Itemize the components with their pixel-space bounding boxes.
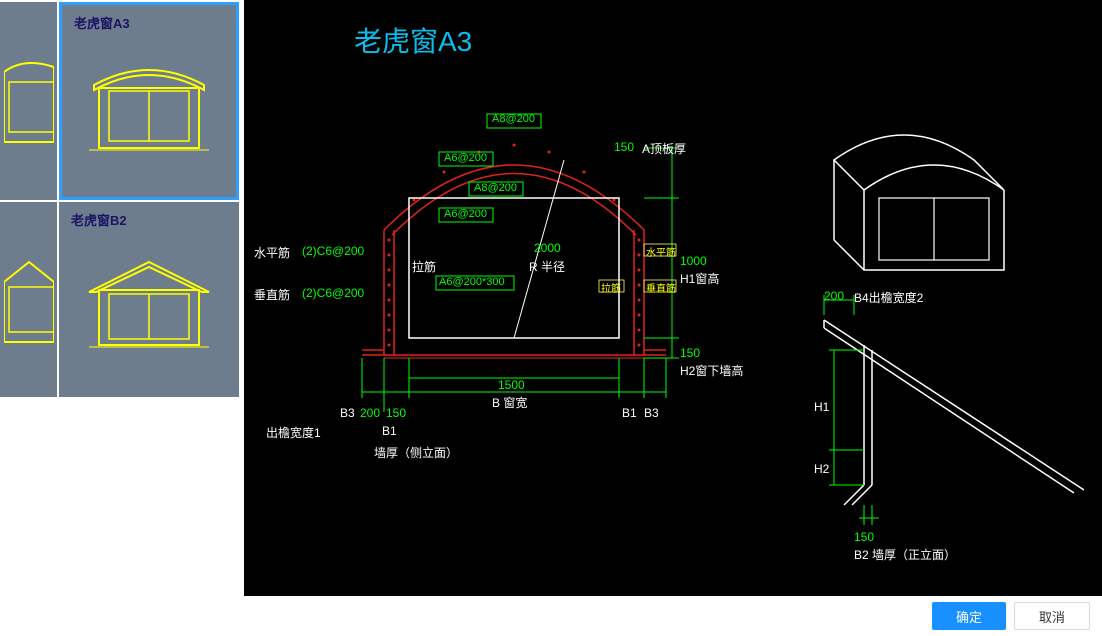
drawing-canvas: 老虎窗A3 (244, 0, 1102, 596)
cancel-button[interactable]: 取消 (1014, 602, 1090, 630)
eave2-val: 200 (824, 289, 844, 303)
thumb-preview-icon (4, 52, 54, 152)
win-w: 1500 (498, 378, 525, 392)
thumbnail-item-selected[interactable]: 老虎窗A3 (59, 2, 239, 200)
b1-r-label: B1 (622, 406, 637, 420)
horiz-rebar-val: (2)C6@200 (302, 244, 364, 258)
thumbnail-item[interactable] (0, 202, 57, 397)
wall-thick-label: 墙厚（侧立面） (374, 444, 458, 461)
b3-val: 200 (360, 406, 380, 420)
eave2-label: B4出檐宽度2 (854, 289, 923, 306)
drawing-svg (244, 0, 1102, 596)
win-w-label: B 窗宽 (492, 394, 527, 411)
rebar-a6-mid: A6@200 (444, 208, 487, 220)
pull-rebar: A6@200*300 (439, 276, 505, 288)
h1-label: H1 (814, 400, 829, 414)
rebar-a6-top: A6@200 (444, 152, 487, 164)
app-container: 老虎窗A3 老虎窗B2 (0, 0, 1102, 636)
horiz-rebar-label: 水平筋 (254, 244, 290, 261)
b2-label: B2 墙厚（正立面） (854, 546, 956, 563)
below-h: 150 (680, 346, 700, 360)
rebar-a8-top: A8@200 (492, 113, 535, 125)
ok-button[interactable]: 确定 (932, 602, 1006, 630)
top-thick-label: A顶板厚 (642, 140, 686, 157)
thumbnail-sidebar: 老虎窗A3 老虎窗B2 (0, 0, 244, 596)
b3-r-label: B3 (644, 406, 659, 420)
thumbnail-item[interactable]: 老虎窗B2 (59, 202, 239, 397)
thumb-preview-icon (84, 252, 214, 362)
vert-rebar-val: (2)C6@200 (302, 286, 364, 300)
radius-val: 2000 (534, 241, 561, 255)
thumb-preview-icon (4, 252, 54, 352)
b1-label: B1 (382, 424, 397, 438)
eave-label: 出檐宽度1 (266, 424, 321, 441)
radius-label: R 半径 (529, 258, 565, 275)
thumbnail-item[interactable] (0, 2, 57, 200)
thumb-label: 老虎窗A3 (74, 13, 130, 32)
b3-label: B3 (340, 406, 355, 420)
h2-label: H2 (814, 462, 829, 476)
main-area: 老虎窗A3 老虎窗B2 (0, 0, 1102, 596)
thumb-preview-icon (84, 55, 214, 165)
below-h-label: H2窗下墙高 (680, 362, 743, 379)
top-thick: 150 (614, 140, 634, 154)
footer-bar: 确定 取消 (0, 596, 1102, 636)
pull-small: 拉筋 (601, 280, 621, 295)
hz-small: 水平筋 (646, 244, 676, 259)
b1-val: 150 (386, 406, 406, 420)
pull-label: 拉筋 (412, 258, 436, 275)
vert-rebar-label: 垂直筋 (254, 286, 290, 303)
thumb-label: 老虎窗B2 (71, 210, 127, 229)
win-h: 1000 (680, 254, 707, 268)
b2-val: 150 (854, 530, 874, 544)
win-h-label: H1窗高 (680, 270, 719, 287)
rebar-a8-mid: A8@200 (474, 182, 517, 194)
vt-small: 垂直筋 (646, 280, 676, 295)
